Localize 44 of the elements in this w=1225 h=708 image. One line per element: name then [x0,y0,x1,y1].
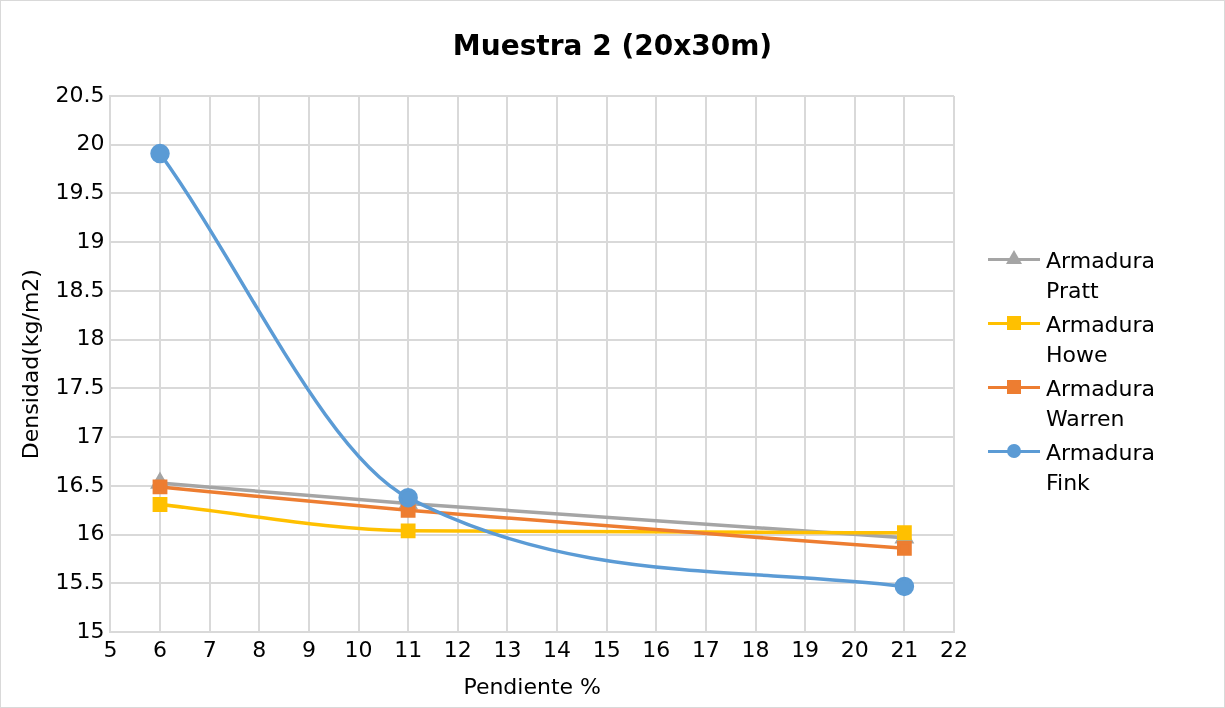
legend-label: Armadura Howe [1046,311,1157,369]
x-tick-label: 19 [791,637,820,663]
y-tick-label: 19 [76,227,105,253]
x-tick-label: 10 [344,637,373,663]
x-tick-label: 6 [153,637,168,663]
x-tick-label: 17 [691,637,720,663]
x-tick-label: 11 [394,637,423,663]
x-tick-label: 7 [202,637,217,663]
x-tick-label: 16 [642,637,671,663]
y-tick-label: 18 [76,325,105,351]
x-tick-label: 8 [252,637,267,663]
y-tick-label: 15.5 [55,569,105,595]
y-tick-label: 16 [76,520,105,546]
legend-label: Armadura Pratt [1046,247,1157,305]
legend-label: Armadura Fink [1046,439,1157,497]
x-tick-label: 5 [103,637,118,663]
point [150,143,170,164]
chart-title: Muestra 2 (20x30m) [451,29,774,62]
x-tick-label: 14 [543,637,571,663]
y-tick-label: 16.5 [55,471,105,497]
y-tick-label: 17 [76,422,105,448]
x-tick-label: 15 [592,637,621,663]
x-tick-label: 9 [301,637,316,663]
y-tick-label: 15 [76,617,105,643]
y-tick-label: 20.5 [55,81,105,107]
point [398,487,418,508]
y-tick-label: 20 [76,130,105,156]
y-axis-title: Densidad(kg/m2) [17,269,43,460]
x-tick-label: 12 [443,637,472,663]
x-tick-label: 20 [840,637,869,663]
x-axis-title: Pendiente % [463,673,601,699]
x-tick-label: 13 [493,637,522,663]
x-tick-label: 18 [741,637,770,663]
y-tick-label: 19.5 [55,179,105,205]
point [400,523,416,539]
point [896,540,912,556]
y-tick-label: 18.5 [55,276,105,302]
y-tick-label: 17.5 [55,374,105,400]
point [152,479,168,495]
x-tick-label: 21 [890,637,919,663]
x-tick-label: 22 [940,637,968,663]
legend-label: Armadura Warren [1046,375,1157,433]
point [894,576,915,597]
point [152,497,168,512]
